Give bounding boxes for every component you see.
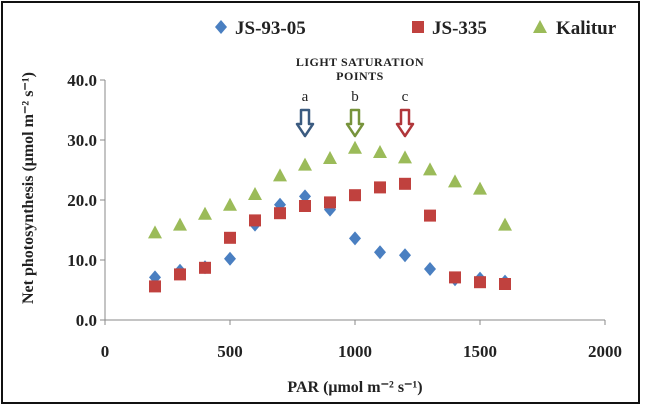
data-point-kalitur — [323, 151, 337, 164]
down-arrow-icon — [295, 108, 315, 138]
axes — [100, 79, 606, 325]
legend-label-js-335: JS-335 — [432, 18, 487, 39]
y-tick-label: 10.0 — [67, 251, 97, 270]
data-point-kalitur — [448, 174, 462, 188]
data-point-js-335 — [474, 276, 486, 289]
data-point-js-93-05 — [399, 248, 411, 263]
light-saturation-annotations: LIGHT SATURATION POINTS a b c — [295, 55, 424, 138]
legend-item-kalitur: Kalitur — [533, 18, 617, 39]
data-point-js-93-05 — [424, 262, 436, 276]
data-point-js-93-05 — [349, 231, 361, 246]
data-point-js-335 — [199, 261, 211, 274]
data-point-kalitur — [473, 181, 487, 195]
y-tick-label: 0.0 — [76, 311, 97, 330]
tick-labels: 0.0 10.0 20.0 30.0 40.0 0 500 1000 1500 2000 — [67, 71, 622, 361]
arrow-label-a: a — [302, 89, 309, 105]
arrow-c: c — [395, 89, 415, 138]
y-axis-title: Net photosynthesis (μmol m⁻² s⁻¹) — [20, 72, 37, 304]
data-point-js-335 — [374, 181, 386, 194]
data-point-kalitur — [398, 150, 412, 164]
down-arrow-icon — [345, 108, 365, 138]
data-point-kalitur — [248, 187, 262, 200]
data-point-js-335 — [299, 200, 311, 212]
data-point-kalitur — [423, 162, 437, 176]
data-point-kalitur — [148, 225, 162, 239]
legend-label-kalitur: Kalitur — [556, 18, 617, 39]
data-point-js-335 — [449, 271, 461, 284]
x-tick-label: 1000 — [338, 342, 372, 361]
data-point-js-335 — [224, 231, 236, 244]
x-tick-label: 500 — [217, 342, 243, 361]
arrow-a: a — [295, 89, 315, 138]
down-arrow-icon — [395, 108, 415, 138]
x-axis-title: PAR (μmol m⁻² s⁻¹) — [287, 379, 422, 396]
legend-marker-js-335 — [412, 21, 424, 33]
data-point-js-335 — [149, 280, 161, 293]
y-tick-label: 20.0 — [67, 191, 97, 210]
series-kalitur — [148, 140, 512, 239]
x-tick-label: 2000 — [588, 342, 622, 361]
data-point-kalitur — [173, 217, 187, 231]
y-tick-label: 30.0 — [67, 131, 97, 150]
data-point-js-335 — [424, 209, 436, 222]
series-js-335 — [149, 177, 511, 293]
data-point-kalitur — [223, 197, 237, 211]
arrow-label-c: c — [402, 89, 409, 105]
legend: JS-93-05 JS-335 Kalitur — [215, 18, 617, 39]
data-point-kalitur — [298, 157, 312, 171]
arrow-label-b: b — [351, 89, 359, 105]
data-point-js-335 — [249, 214, 261, 227]
data-point-js-335 — [324, 196, 336, 209]
x-tick-label: 1500 — [463, 342, 497, 361]
data-point-kalitur — [348, 140, 362, 154]
data-points — [148, 140, 512, 293]
annotation-heading-line1: LIGHT SATURATION — [296, 55, 424, 69]
legend-marker-js-93-05 — [215, 20, 227, 34]
data-point-js-335 — [274, 207, 286, 220]
data-point-js-335 — [399, 177, 411, 190]
chart-frame — [1, 1, 640, 404]
data-point-js-335 — [499, 278, 511, 290]
legend-label-js-93-05: JS-93-05 — [235, 18, 306, 39]
data-point-kalitur — [273, 168, 287, 182]
data-point-js-335 — [174, 268, 186, 281]
data-point-js-93-05 — [374, 245, 386, 260]
data-point-kalitur — [498, 217, 512, 231]
data-point-js-93-05 — [224, 251, 236, 266]
data-point-js-335 — [349, 189, 361, 202]
data-point-js-93-05 — [299, 189, 311, 204]
arrow-b: b — [345, 89, 365, 138]
data-point-kalitur — [198, 206, 212, 220]
x-tick-label: 0 — [101, 342, 110, 361]
y-tick-label: 40.0 — [67, 71, 97, 90]
data-point-kalitur — [373, 145, 387, 158]
annotation-heading-line2: POINTS — [336, 69, 384, 83]
legend-marker-kalitur — [533, 20, 547, 33]
legend-item-js-335: JS-335 — [412, 18, 487, 39]
legend-item-js-93-05: JS-93-05 — [215, 18, 306, 39]
